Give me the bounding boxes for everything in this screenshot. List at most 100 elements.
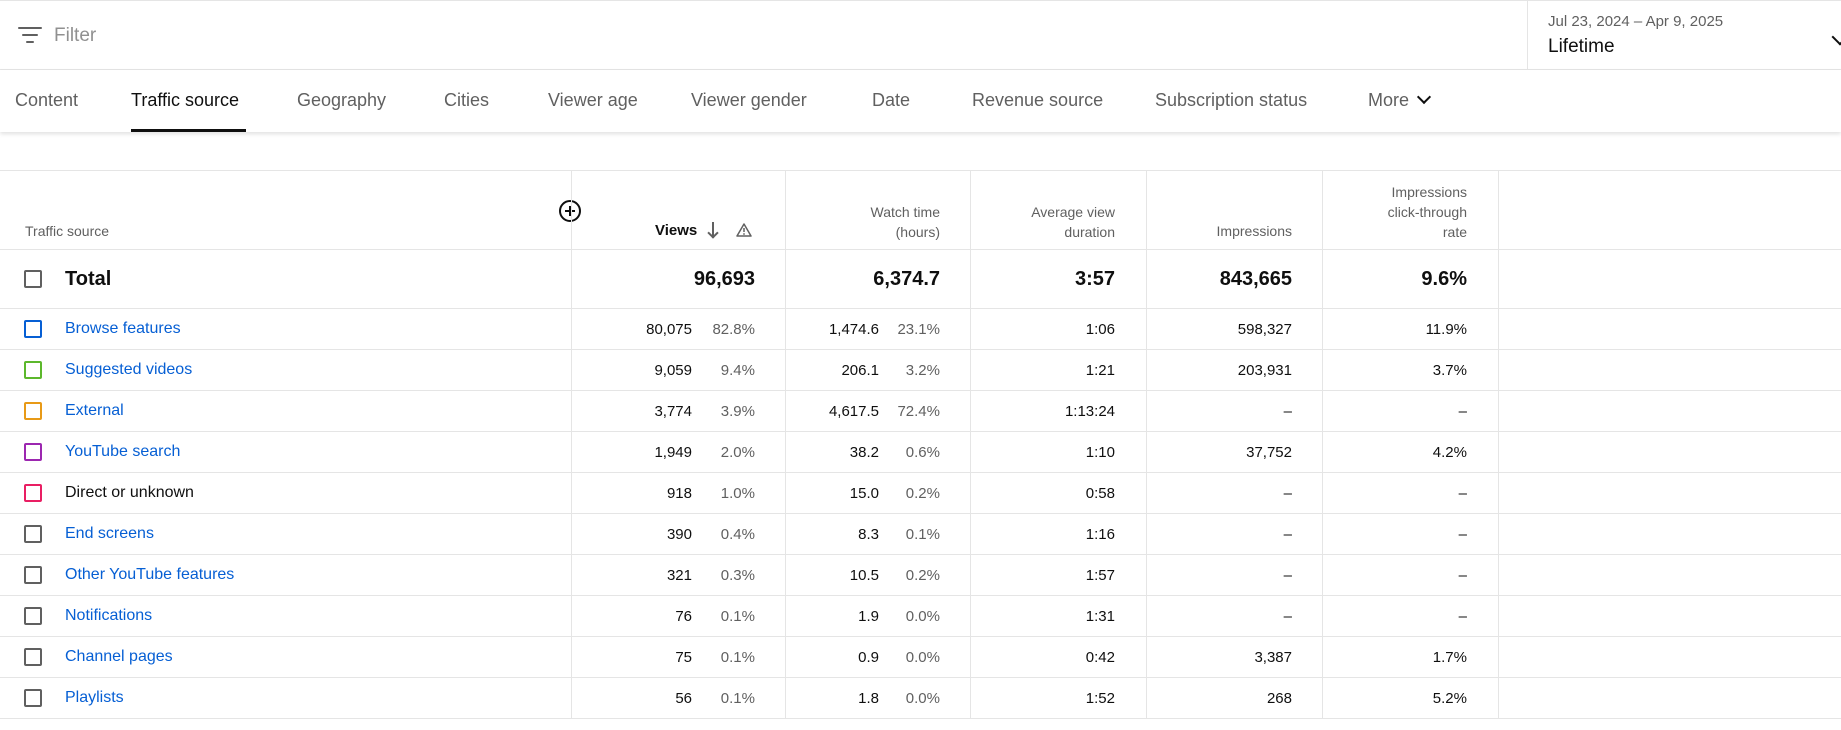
watch-time-value: 1.9 xyxy=(858,608,879,625)
traffic-source-name[interactable]: Playlists xyxy=(65,689,124,706)
total-watch-time: 6,374.7 xyxy=(873,268,940,290)
total-views: 96,693 xyxy=(693,268,755,290)
average-view-duration-value: 1:06 xyxy=(1085,321,1115,338)
table-row: Channel pages 75 0.1% 0.9 0.0% 0:42 3,387 1.7% xyxy=(0,637,1841,678)
column-header-impressions[interactable]: Impressions xyxy=(1216,223,1292,239)
column-header-watch-time[interactable]: Watch time (hours) xyxy=(800,202,941,242)
tab-geography[interactable]: Geography xyxy=(297,90,387,110)
impressions-ctr-value: 11.9% xyxy=(1425,321,1467,338)
traffic-source-name[interactable]: Other YouTube features xyxy=(65,566,235,583)
table-row: External 3,774 3.9% 4,617.5 72.4% 1:13:24 – – xyxy=(0,391,1841,432)
tab-more[interactable]: More xyxy=(1368,89,1432,111)
chevron-down-icon[interactable] xyxy=(1831,28,1841,46)
table-row: YouTube search 1,949 2.0% 38.2 0.6% 1:10 37,75… xyxy=(0,432,1841,473)
date-preset-label: Lifetime xyxy=(1548,36,1615,57)
column-header-impressions-ctr-line-3: rate xyxy=(1442,224,1467,240)
views-value: 80,075 xyxy=(646,321,692,338)
report-tabs: Content Traffic source Geography Cities … xyxy=(0,70,1841,132)
views-value: 56 xyxy=(675,690,692,707)
row-checkbox[interactable] xyxy=(24,320,42,338)
traffic-source-name[interactable]: Channel pages xyxy=(65,648,173,665)
views-percent: 0.1% xyxy=(720,608,755,625)
column-header-average-view-duration[interactable]: Average view duration xyxy=(975,202,1115,242)
table-row: Notifications 76 0.1% 1.9 0.0% 1:31 – – xyxy=(0,596,1841,637)
row-checkbox[interactable] xyxy=(24,443,42,461)
row-checkbox[interactable] xyxy=(24,484,42,502)
row-checkbox[interactable] xyxy=(24,607,42,625)
sort-descending-icon[interactable] xyxy=(706,221,720,239)
views-percent: 1.0% xyxy=(720,485,755,502)
watch-time-value: 4,617.5 xyxy=(828,403,879,420)
tab-cities[interactable]: Cities xyxy=(444,90,490,110)
impressions-value: 598,327 xyxy=(1237,321,1292,338)
tab-more-label: More xyxy=(1368,90,1410,110)
warning-icon[interactable] xyxy=(736,223,752,237)
row-checkbox[interactable] xyxy=(24,566,42,584)
total-average-view-duration: 3:57 xyxy=(1074,268,1115,290)
watch-time-percent: 23.1% xyxy=(897,321,940,338)
watch-time-percent: 3.2% xyxy=(905,362,940,379)
views-percent: 0.3% xyxy=(720,567,755,584)
impressions-value: – xyxy=(1283,403,1292,420)
impressions-value: – xyxy=(1283,485,1292,502)
impressions-ctr-value: 1.7% xyxy=(1432,649,1467,666)
row-checkbox[interactable] xyxy=(24,648,42,666)
average-view-duration-value: 1:10 xyxy=(1085,444,1115,461)
impressions-ctr-value: – xyxy=(1458,608,1467,625)
watch-time-percent: 0.0% xyxy=(905,608,940,625)
views-percent: 0.1% xyxy=(720,649,755,666)
watch-time-value: 15.0 xyxy=(849,485,879,502)
tab-viewer-gender[interactable]: Viewer gender xyxy=(691,90,807,110)
filter-input[interactable] xyxy=(54,21,654,51)
impressions-value: – xyxy=(1283,608,1292,625)
row-checkbox[interactable] xyxy=(24,402,42,420)
tab-subscription-status[interactable]: Subscription status xyxy=(1155,90,1308,110)
table-header: Traffic source Views Watch time (hours) … xyxy=(0,170,1841,250)
views-value: 75 xyxy=(675,649,692,666)
traffic-source-name[interactable]: External xyxy=(65,402,124,419)
column-header-impressions-ctr[interactable]: Impressions click-through rate xyxy=(1327,182,1467,242)
column-header-traffic-source[interactable]: Traffic source xyxy=(25,223,110,239)
column-header-views[interactable]: Views xyxy=(655,222,698,239)
date-range-picker[interactable]: Jul 23, 2024 – Apr 9, 2025 Lifetime xyxy=(1527,1,1841,71)
tab-revenue-source[interactable]: Revenue source xyxy=(972,90,1104,110)
tab-content[interactable]: Content xyxy=(15,90,79,110)
views-value: 76 xyxy=(675,608,692,625)
watch-time-value: 206.1 xyxy=(841,362,879,379)
traffic-source-name[interactable]: YouTube search xyxy=(65,443,181,460)
table-row: Playlists 56 0.1% 1.8 0.0% 1:52 268 5.2% xyxy=(0,678,1841,719)
impressions-ctr-value: 5.2% xyxy=(1432,690,1467,707)
traffic-source-name[interactable]: Notifications xyxy=(65,607,153,624)
add-column-icon[interactable] xyxy=(559,200,581,222)
impressions-ctr-value: 4.2% xyxy=(1432,444,1467,461)
views-percent: 2.0% xyxy=(720,444,755,461)
row-checkbox[interactable] xyxy=(24,525,42,543)
traffic-source-name: Direct or unknown xyxy=(65,484,194,501)
traffic-source-name[interactable]: Browse features xyxy=(65,320,181,337)
column-header-impressions-ctr-line-2: click-through xyxy=(1387,204,1467,220)
table-row: Suggested videos 9,059 9.4% 206.1 3.2% 1:21 20… xyxy=(0,350,1841,391)
row-checkbox[interactable] xyxy=(24,689,42,707)
tab-traffic-source[interactable]: Traffic source xyxy=(131,90,240,110)
tab-viewer-age[interactable]: Viewer age xyxy=(548,90,638,110)
filter-icon[interactable] xyxy=(18,27,42,45)
views-value: 1,949 xyxy=(654,444,692,461)
impressions-ctr-value: 3.7% xyxy=(1432,362,1467,379)
column-header-watch-time-line-2: (hours) xyxy=(895,224,940,240)
watch-time-percent: 0.2% xyxy=(905,485,940,502)
average-view-duration-value: 1:16 xyxy=(1085,526,1115,543)
tab-date[interactable]: Date xyxy=(872,90,911,110)
column-header-watch-time-line-1: Watch time xyxy=(870,204,941,220)
row-checkbox[interactable] xyxy=(24,361,42,379)
total-impressions: 843,665 xyxy=(1219,268,1292,290)
watch-time-percent: 0.6% xyxy=(905,444,940,461)
table-row: Browse features 80,075 82.8% 1,474.6 23.1% 1:… xyxy=(0,309,1841,350)
traffic-source-name[interactable]: End screens xyxy=(65,525,154,542)
table-row: Direct or unknown 918 1.0% 15.0 0.2% 0:58 – – xyxy=(0,473,1841,514)
select-all-checkbox[interactable] xyxy=(24,270,42,288)
average-view-duration-value: 1:52 xyxy=(1085,690,1115,707)
watch-time-percent: 0.0% xyxy=(905,690,940,707)
traffic-source-name[interactable]: Suggested videos xyxy=(65,361,193,378)
watch-time-value: 38.2 xyxy=(849,444,879,461)
views-percent: 0.4% xyxy=(720,526,755,543)
